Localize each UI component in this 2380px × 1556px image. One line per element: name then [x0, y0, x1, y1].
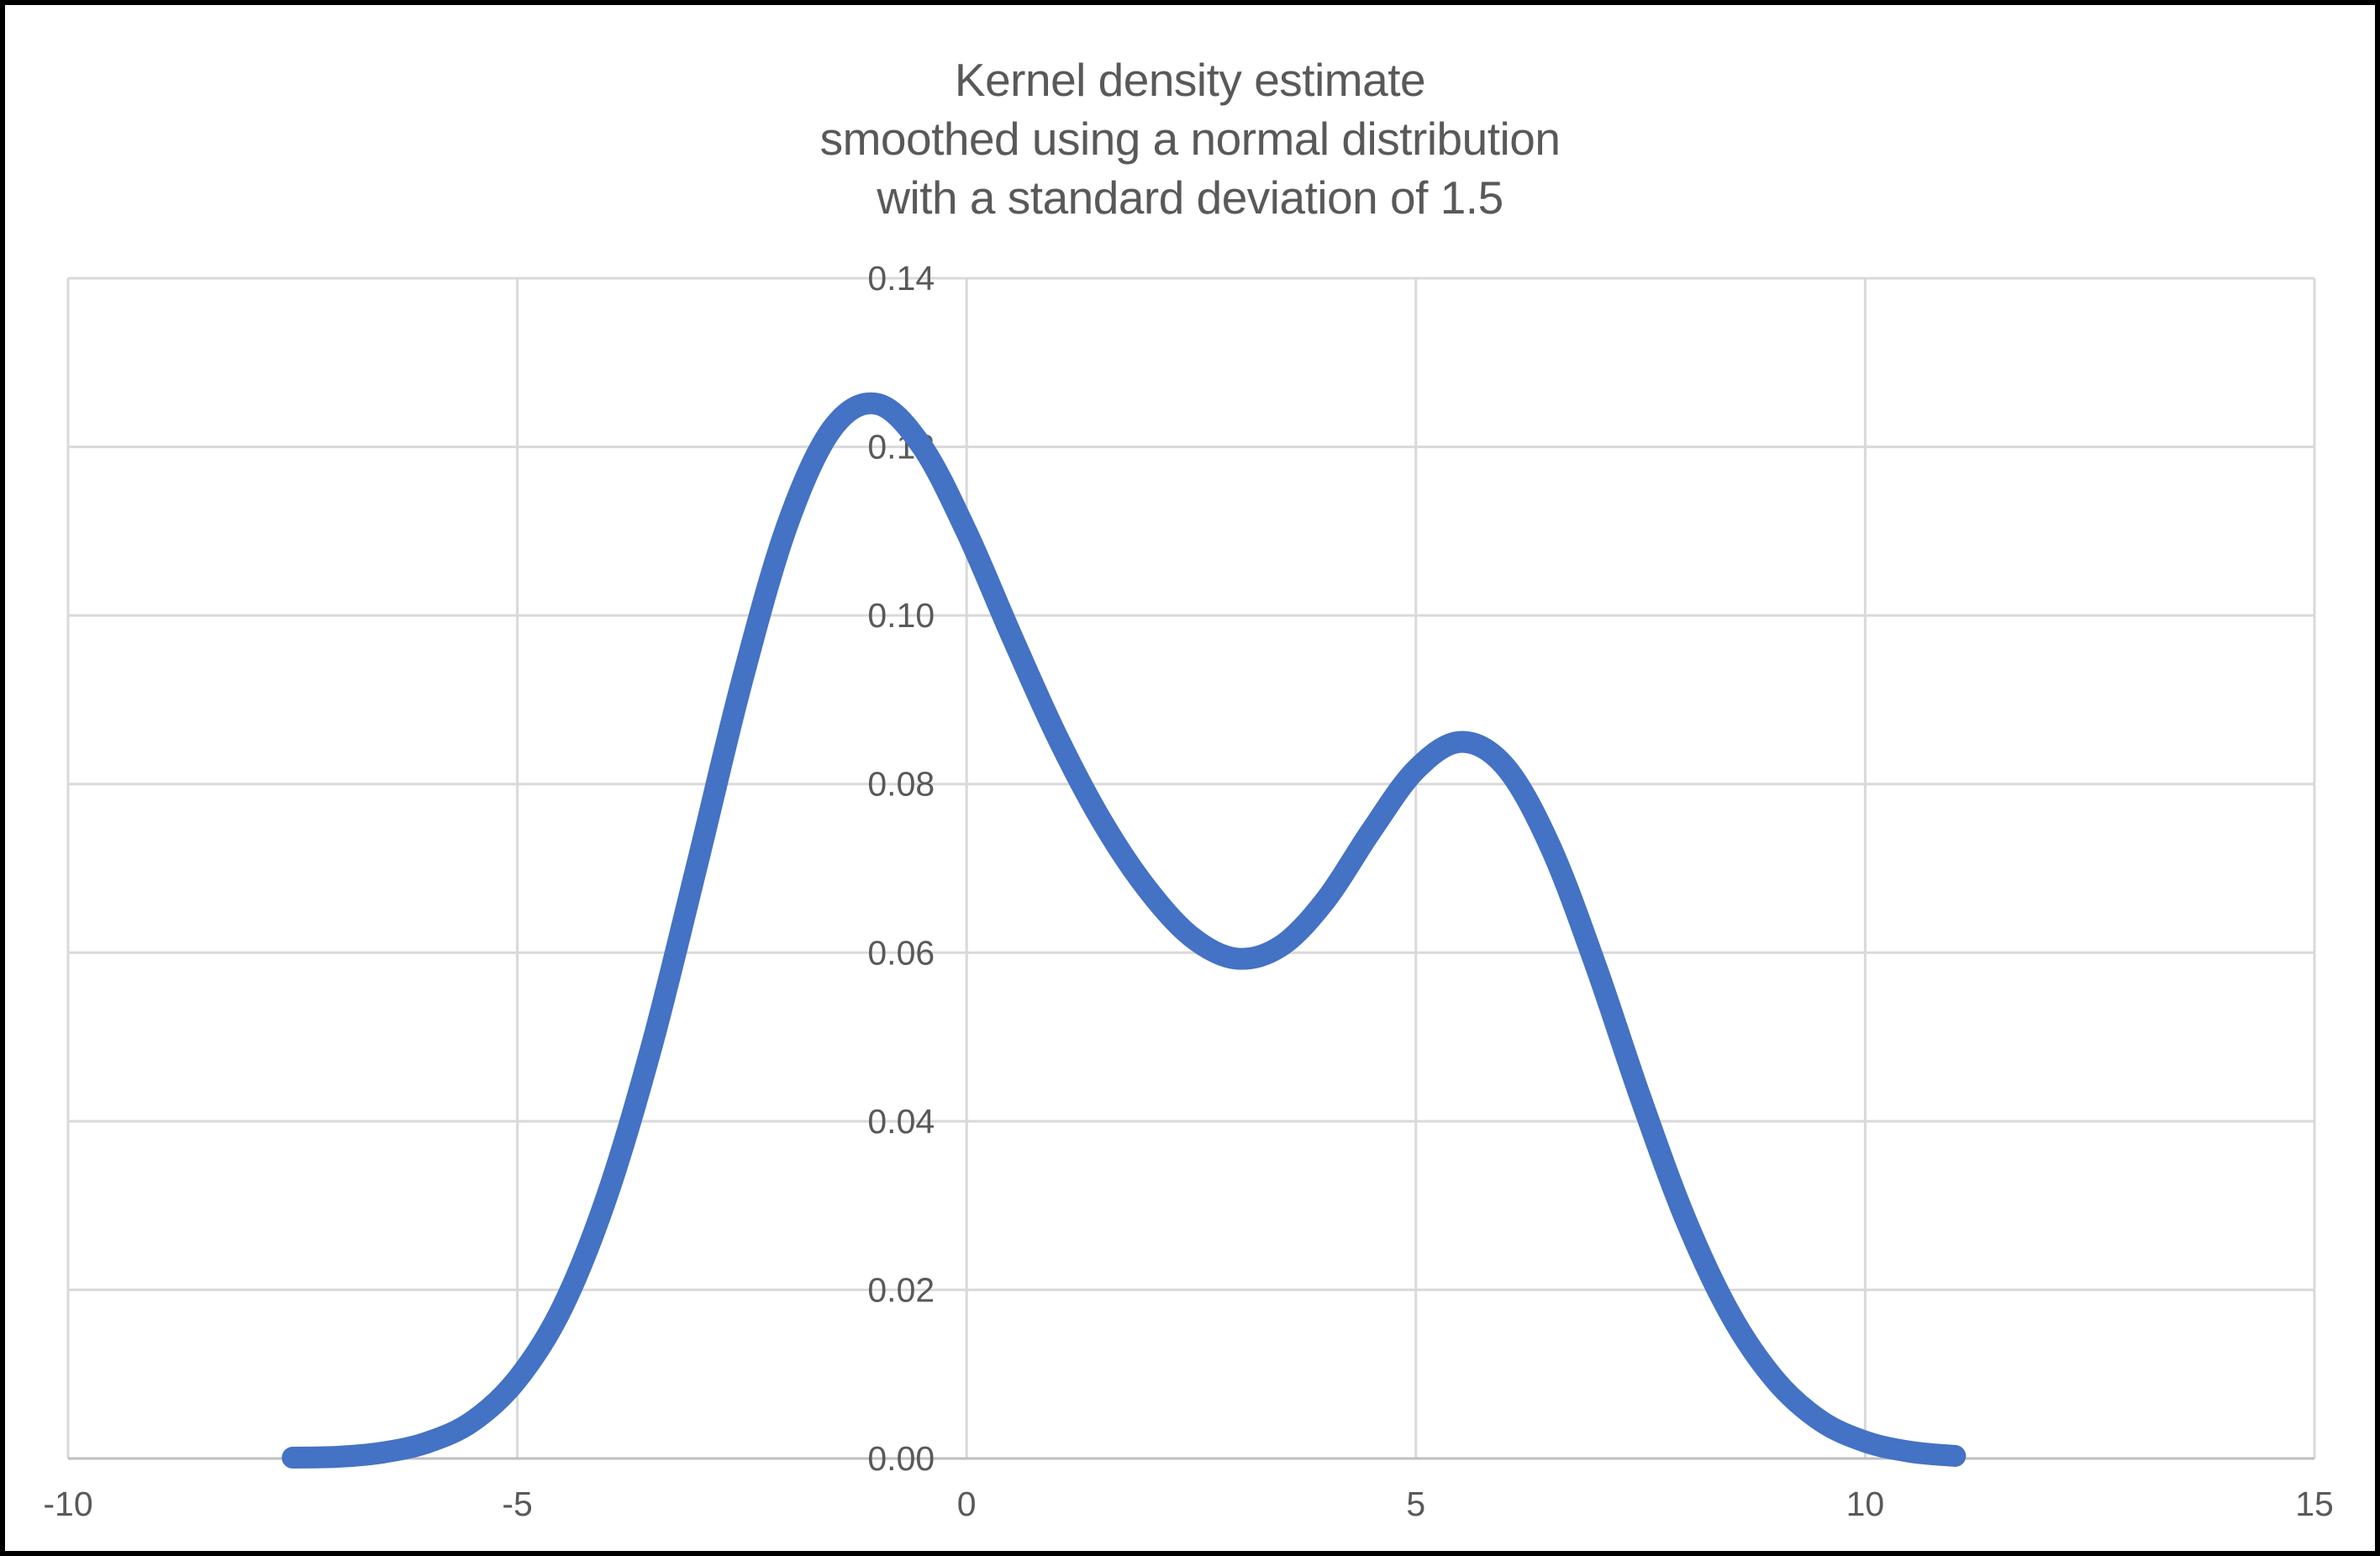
chart-title-line-3: with a standard deviation of 1.5 — [877, 171, 1503, 224]
y-tick-label: 0.00 — [867, 1439, 935, 1478]
y-tick-label: 0.02 — [867, 1270, 935, 1309]
chart-title-line-2: smoothed using a normal distribution — [819, 113, 1561, 165]
y-axis-tick-labels: 0.000.020.040.060.080.100.120.14 — [867, 259, 935, 1478]
x-tick-label: -10 — [43, 1485, 92, 1523]
x-axis-tick-labels: -10 -5 0 5 10 15 — [43, 1485, 2333, 1523]
y-tick-label: 0.06 — [867, 933, 935, 972]
y-tick-label: 0.04 — [867, 1102, 935, 1141]
x-tick-label: -5 — [502, 1485, 532, 1523]
kde-curve — [282, 392, 1967, 1469]
chart-title: Kernel density estimate smoothed using a… — [0, 50, 2380, 227]
y-tick-label: 0.14 — [867, 259, 935, 298]
y-tick-label: 0.10 — [867, 596, 935, 635]
x-tick-label: 5 — [1406, 1485, 1425, 1523]
y-tick-label: 0.08 — [867, 765, 935, 804]
x-tick-label: 15 — [2295, 1485, 2334, 1523]
x-tick-label: 10 — [1846, 1485, 1885, 1523]
chart-title-line-1: Kernel density estimate — [954, 54, 1426, 106]
x-tick-label: 0 — [957, 1485, 977, 1523]
gridlines — [66, 277, 2316, 1460]
